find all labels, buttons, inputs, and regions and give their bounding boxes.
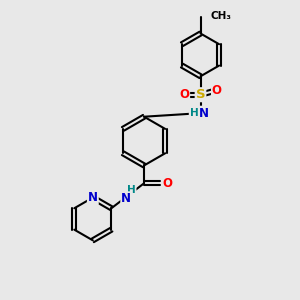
Text: O: O [179, 88, 189, 101]
Text: N: N [199, 106, 209, 120]
Text: H: H [127, 185, 136, 195]
Text: S: S [196, 88, 205, 101]
Text: N: N [88, 191, 98, 204]
Text: H: H [190, 108, 198, 118]
Text: CH₃: CH₃ [211, 11, 232, 21]
Text: O: O [163, 177, 173, 190]
Text: N: N [121, 192, 131, 205]
Text: O: O [212, 84, 222, 97]
